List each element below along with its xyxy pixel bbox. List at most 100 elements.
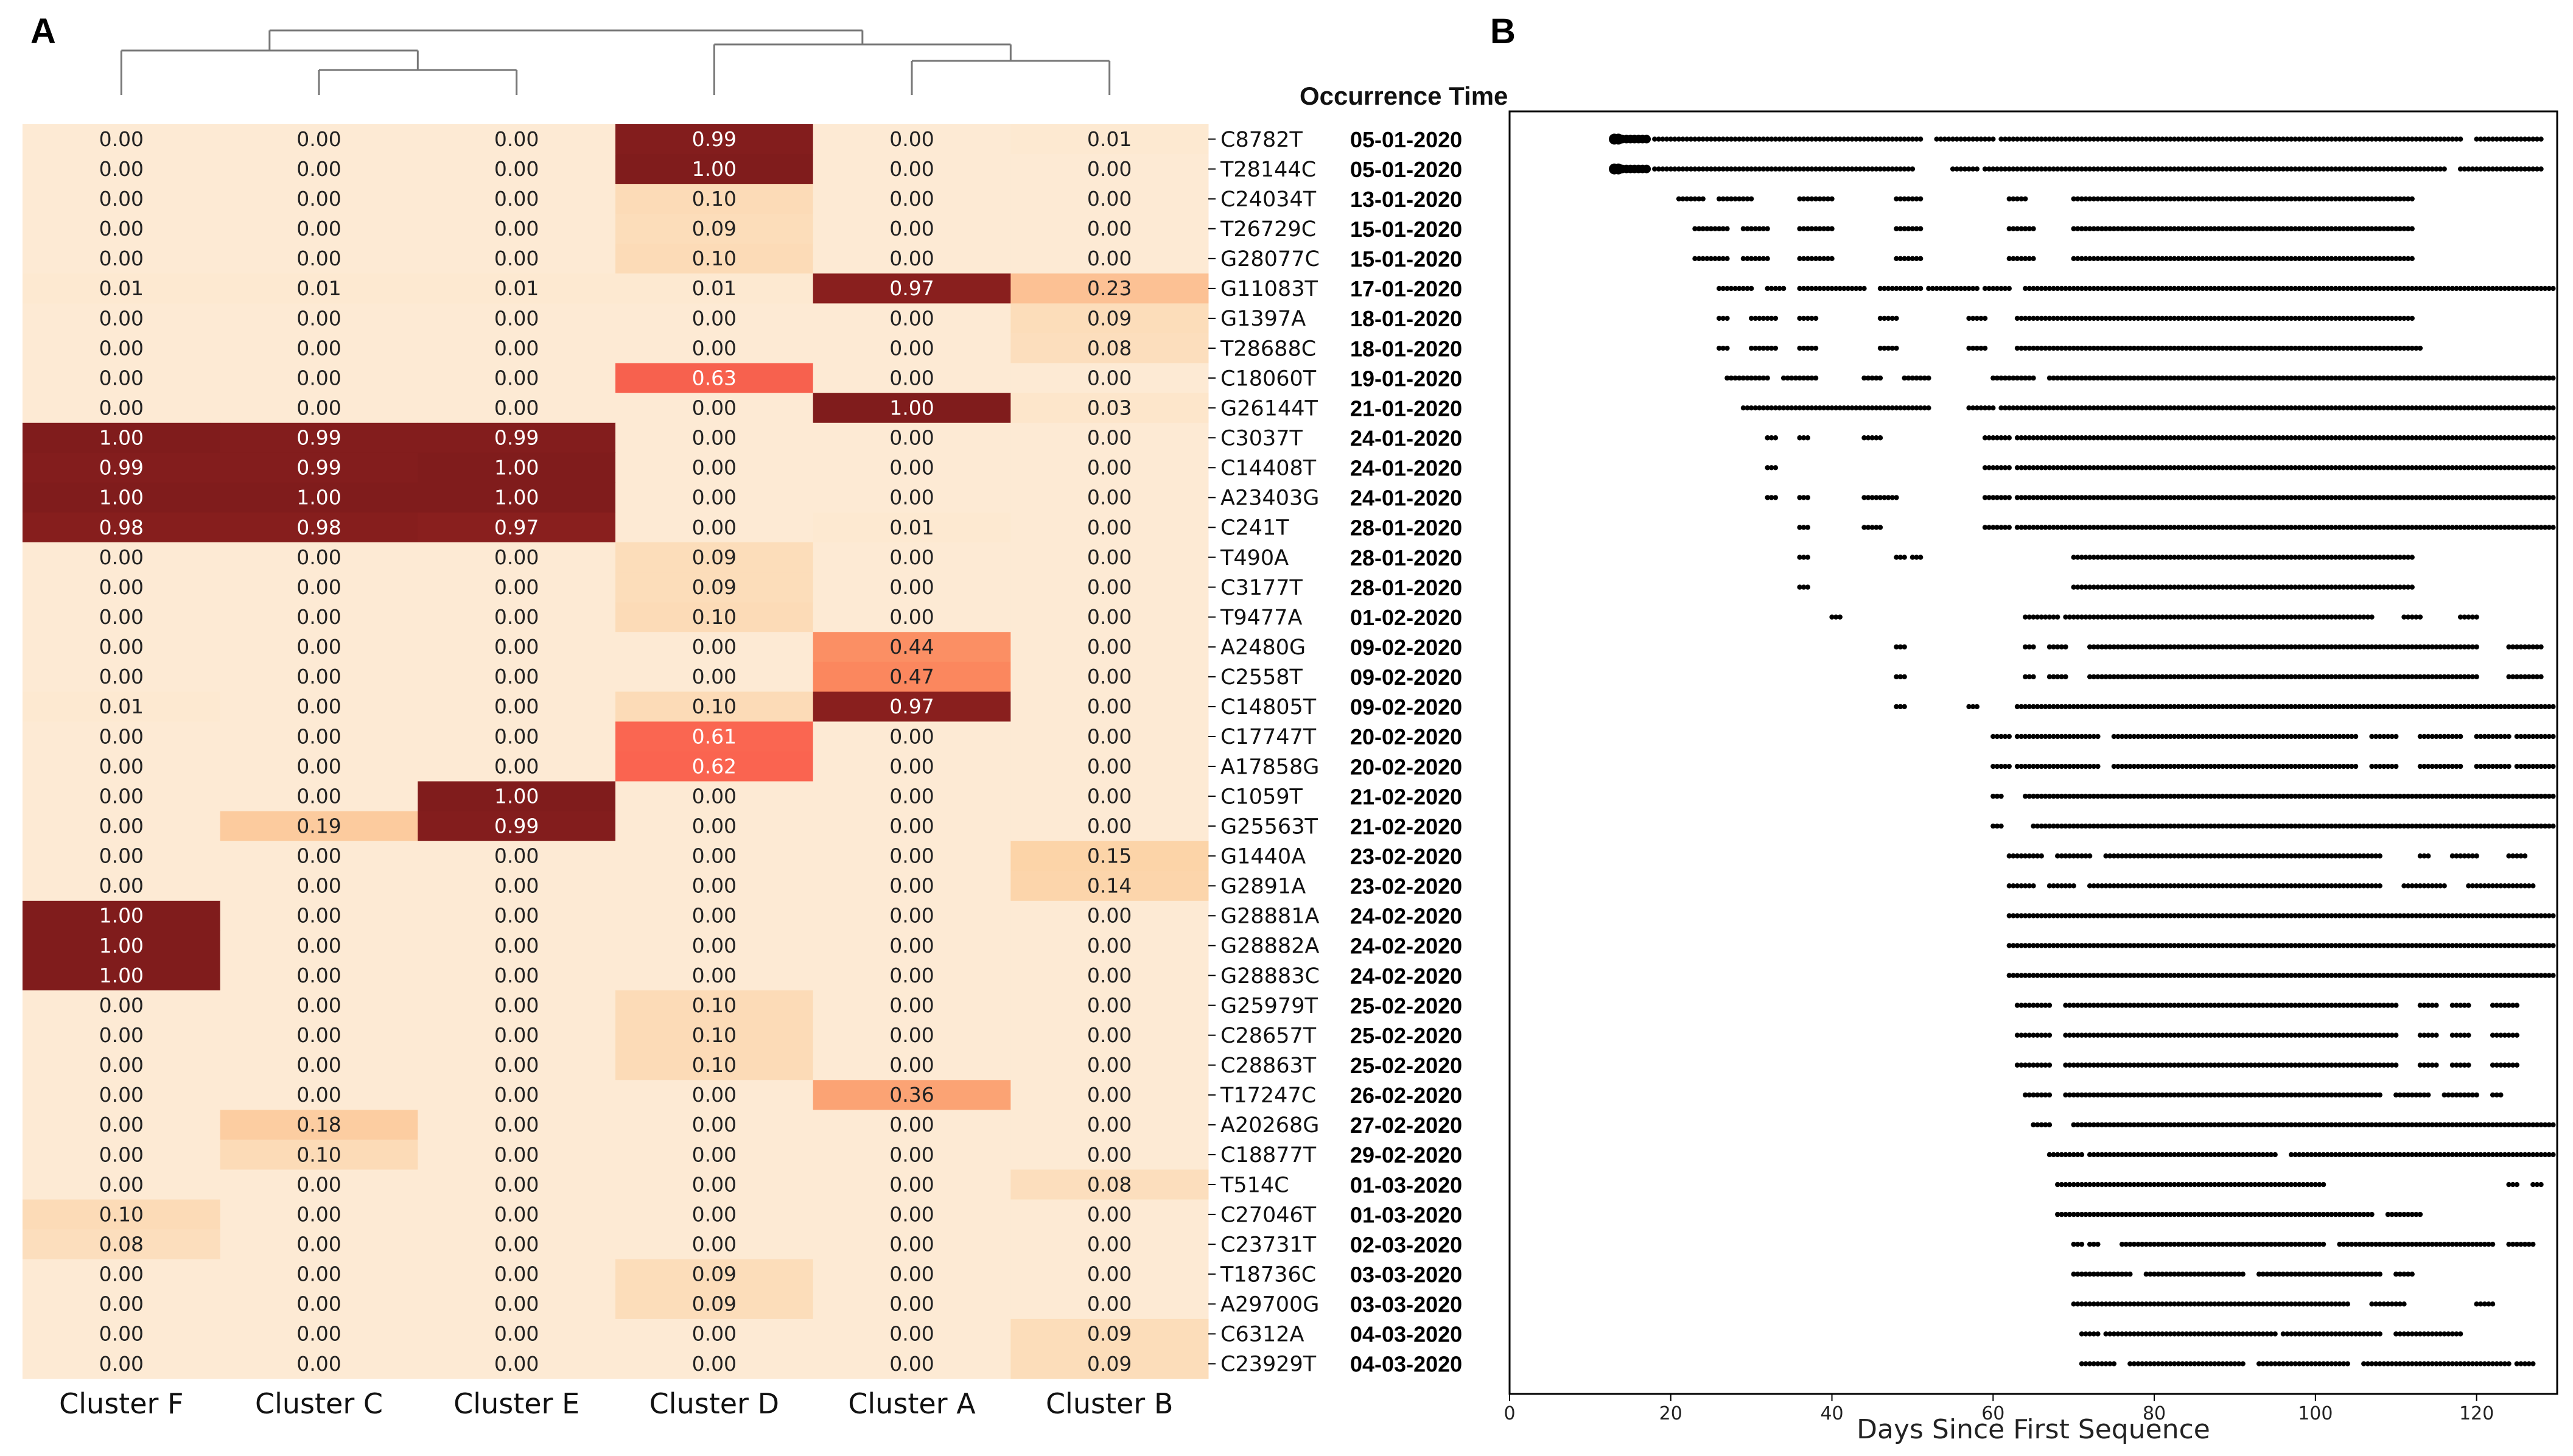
occurrence-dot [2011, 375, 2016, 381]
occurrence-dot [2312, 256, 2319, 262]
occurrence-dot [2297, 345, 2302, 351]
cell-value: 0.00 [692, 1172, 737, 1196]
occurrence-dot [2381, 256, 2387, 262]
occurrence-dot [2023, 166, 2028, 172]
occurrence-dot [2127, 315, 2133, 321]
occurrence-dot [1704, 256, 1710, 262]
cell-value: 0.00 [99, 665, 144, 688]
occurrence-dot [2522, 166, 2528, 172]
cell-value: 0.10 [692, 1023, 737, 1047]
occurrence-dot [1700, 226, 1706, 231]
occurrence-dot [1970, 285, 1976, 292]
occurrence-dot [2236, 196, 2242, 201]
cell-value: 0.99 [494, 426, 539, 450]
occurrence-dot [1805, 555, 1811, 560]
occurrence-dot [1805, 226, 1811, 231]
cell-value: 0.99 [296, 456, 341, 480]
occurrence-dot [1801, 256, 1807, 262]
cell-value: 0.00 [692, 1322, 737, 1346]
occurrence-dot [2188, 166, 2193, 172]
occurrence-dot [2160, 315, 2165, 321]
occurrence-dot [2309, 375, 2314, 381]
date-label: 24-02-2020 [1350, 904, 1462, 929]
occurrence-dot [2176, 136, 2181, 142]
heatmap-cell [1010, 691, 1209, 722]
occurrence-dot [2018, 315, 2024, 321]
occurrence-dot [2208, 196, 2213, 201]
occurrence-dot [2272, 226, 2278, 231]
cell-value: 0.09 [692, 1262, 737, 1286]
occurrence-dot [2337, 256, 2342, 262]
occurrence-dot [2272, 196, 2278, 201]
occurrence-dot [1809, 315, 1815, 321]
occurrence-dot [2148, 285, 2153, 292]
occurrence-dot [2248, 375, 2254, 381]
occurrence-dot [1902, 555, 1907, 560]
occurrence-dot [1817, 136, 1822, 142]
occurrence-dot [2011, 136, 2016, 142]
occurrence-dot [2309, 166, 2314, 172]
occurrence-dot [1994, 375, 2000, 381]
occurrence-dot [1752, 375, 1758, 381]
occurrence-dot [1882, 136, 1887, 142]
occurrence-dot [2160, 166, 2165, 172]
mutation-label: A20268G [1220, 1113, 1319, 1138]
cell-value: 1.00 [296, 486, 341, 509]
occurrence-dot [2284, 375, 2290, 381]
occurrence-dot [2095, 763, 2101, 769]
occurrence-dot [2345, 285, 2350, 292]
date-label: 25-02-2020 [1350, 1053, 1462, 1078]
occurrence-dot [2277, 285, 2282, 292]
occurrence-dot [2345, 315, 2350, 321]
occurrence-dot [1974, 315, 1980, 321]
occurrence-dot [1642, 135, 1651, 144]
occurrence-dot [2381, 196, 2387, 201]
occurrence-dot [2236, 166, 2242, 172]
occurrence-dot [2277, 256, 2282, 262]
occurrence-dot [2446, 285, 2451, 292]
cell-value: 0.00 [99, 724, 144, 748]
occurrence-dot [2236, 256, 2242, 262]
occurrence-dot [2043, 136, 2048, 142]
occurrence-dot [2200, 375, 2205, 381]
cell-value: 0.00 [1087, 1232, 1132, 1256]
occurrence-dot [1902, 285, 1907, 292]
heatmap-cell [1010, 811, 1209, 842]
occurrence-dot [2425, 285, 2431, 292]
heatmap-cell [615, 1289, 814, 1320]
heatmap-cell [418, 1020, 616, 1051]
occurrence-dot [2240, 285, 2246, 292]
occurrence-dot [2248, 315, 2254, 321]
occurrence-dot [1825, 196, 1831, 201]
occurrence-dot [2011, 196, 2016, 201]
occurrence-dot [1813, 226, 1819, 231]
occurrence-dot [1886, 166, 1891, 172]
occurrence-dot [2083, 345, 2088, 351]
cell-value: 0.00 [99, 1023, 144, 1047]
occurrence-dot [2232, 345, 2238, 351]
occurrence-dot [2530, 166, 2536, 172]
occurrence-dot [1805, 166, 1811, 172]
occurrence-dot [1717, 315, 1722, 321]
occurrence-dot [1894, 196, 1899, 201]
heatmap-cell [220, 632, 418, 662]
occurrence-dot [1886, 136, 1891, 142]
cell-value: 0.97 [889, 695, 934, 718]
occurrence-dot [1700, 136, 1706, 142]
heatmap-cell [1010, 214, 1209, 244]
occurrence-dot [1874, 136, 1879, 142]
occurrence-dot [1717, 256, 1722, 262]
occurrence-dot [2107, 256, 2113, 262]
occurrence-dot [2534, 136, 2540, 142]
occurrence-dot [1717, 196, 1722, 201]
occurrence-dot [1998, 166, 2004, 172]
occurrence-dot [2550, 495, 2556, 500]
heatmap-cell [220, 1050, 418, 1080]
cell-value: 0.00 [1087, 426, 1132, 450]
occurrence-dot [1978, 136, 1984, 142]
heatmap-cell [813, 602, 1011, 632]
occurrence-dot [2530, 136, 2536, 142]
date-label: 15-01-2020 [1350, 247, 1462, 271]
occurrence-dot [2228, 345, 2234, 351]
occurrence-dot [2312, 136, 2319, 142]
